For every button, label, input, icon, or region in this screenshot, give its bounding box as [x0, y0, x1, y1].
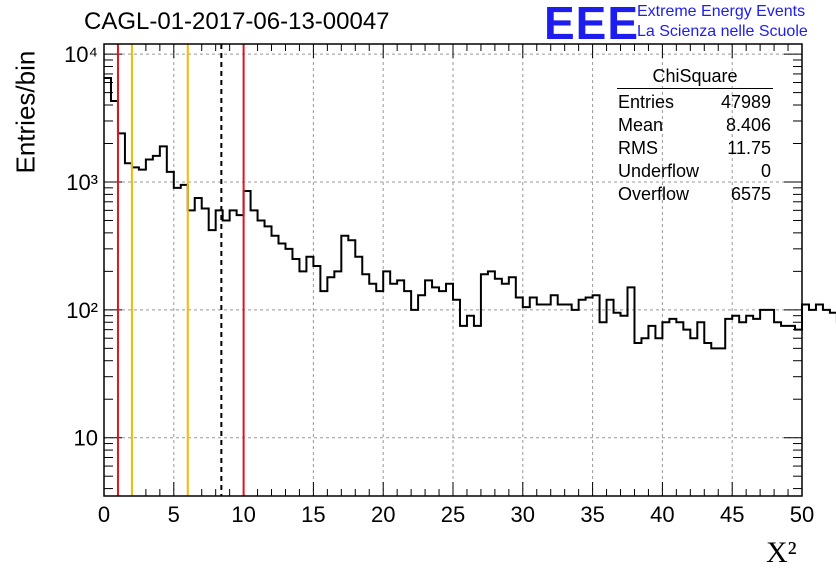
chart-title: CAGL-01-2017-06-13-00047 — [84, 8, 390, 35]
logo-caption-line2: La Scienza nelle Scuole — [637, 23, 808, 40]
stats-value: 8.406 — [725, 115, 771, 135]
stats-row-overflow: Overflow 6575 — [611, 183, 773, 206]
x-tick-label: 25 — [441, 502, 465, 527]
x-tick-label: 10 — [231, 502, 255, 527]
stats-value: 11.75 — [727, 138, 771, 158]
stats-value: 6575 — [730, 184, 771, 204]
x-axis-label: X² — [766, 536, 797, 569]
x-tick-label: 40 — [650, 502, 674, 527]
x-tick-label: 15 — [301, 502, 325, 527]
stats-label: Entries — [618, 92, 675, 112]
x-tick-label: 20 — [371, 502, 395, 527]
stats-value: 47989 — [720, 92, 771, 112]
x-tick-label: 45 — [720, 502, 744, 527]
x-tick-label: 5 — [168, 502, 180, 527]
stats-row-rms: RMS 11.75 — [611, 137, 773, 160]
x-tick-label: 35 — [580, 502, 604, 527]
y-axis-label: Entries/bin — [10, 50, 41, 174]
eee-logo: EEE — [544, 0, 640, 49]
stats-label: Mean — [618, 115, 664, 135]
y-tick-label: 10 — [74, 426, 98, 451]
y-tick-label: 10⁴ — [64, 42, 98, 67]
stats-box: ChiSquare Entries 47989 Mean 8.406 RMS 1… — [611, 66, 773, 206]
logo-caption-line1: Extreme Energy Events — [637, 3, 806, 20]
stats-label: RMS — [618, 138, 658, 158]
x-tick-label: 0 — [98, 502, 110, 527]
stats-value: 0 — [760, 161, 771, 181]
stats-row-entries: Entries 47989 — [611, 91, 773, 114]
stats-row-mean: Mean 8.406 — [611, 114, 773, 137]
plot-frame — [103, 43, 803, 497]
y-tick-label: 10² — [66, 298, 98, 323]
stats-title: ChiSquare — [617, 66, 773, 89]
stats-row-underflow: Underflow 0 — [611, 160, 773, 183]
y-tick-label: 10³ — [66, 170, 98, 195]
stats-label: Overflow — [618, 184, 690, 204]
stats-label: Underflow — [618, 161, 700, 181]
x-tick-label: 30 — [511, 502, 535, 527]
histogram-series — [104, 77, 836, 350]
x-tick-label: 50 — [790, 502, 814, 527]
